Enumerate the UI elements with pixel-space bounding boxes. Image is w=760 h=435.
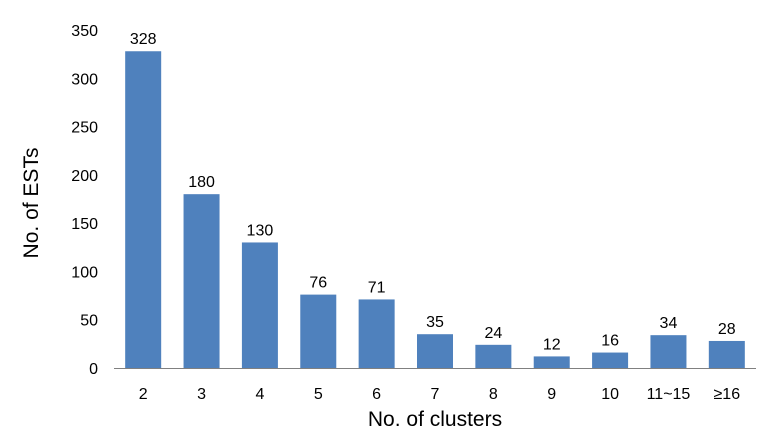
data-label: 35	[426, 314, 444, 331]
y-tick-label: 150	[71, 216, 98, 233]
y-axis-ticks: 0 50 100 150 200 250 300 350	[71, 23, 98, 378]
bar-4	[241, 242, 278, 368]
bar-11~15	[650, 335, 687, 368]
data-label: 12	[543, 336, 561, 353]
bar-8	[475, 344, 512, 368]
x-tick-label: 10	[601, 386, 619, 403]
x-tick-label: 9	[547, 386, 556, 403]
data-labels: 328 180 130 76 71 35 24 12 16 34 28	[130, 31, 736, 353]
y-tick-label: 250	[71, 120, 98, 137]
bar-10	[592, 352, 629, 368]
data-label: 130	[247, 222, 274, 239]
y-tick-label: 350	[71, 23, 98, 40]
y-tick-label: 0	[89, 361, 98, 378]
bar-7	[417, 334, 453, 368]
data-label: 328	[130, 31, 157, 48]
x-tick-label: 7	[431, 386, 440, 403]
x-tick-label: 4	[255, 386, 264, 403]
data-label: 28	[718, 321, 736, 338]
y-tick-label: 200	[71, 168, 98, 185]
data-label: 180	[188, 174, 215, 191]
x-tick-label: 6	[372, 386, 381, 403]
bar-3	[183, 194, 220, 368]
x-axis-ticks: 2 3 4 5 6 7 8 9 10 11~15 ≥16	[139, 386, 740, 403]
y-axis-title: No. of ESTs	[20, 148, 43, 259]
x-tick-label: 11~15	[647, 386, 691, 403]
bar-≥16	[708, 340, 745, 368]
x-tick-label: 8	[489, 386, 498, 403]
x-tick-label: 3	[197, 386, 206, 403]
y-tick-label: 300	[71, 71, 98, 88]
y-tick-label: 50	[80, 313, 98, 330]
y-tick-label: 100	[71, 264, 98, 281]
data-label: 34	[660, 315, 678, 332]
x-tick-label: 5	[314, 386, 323, 403]
bar-9	[533, 356, 570, 368]
bar-5	[300, 294, 337, 368]
x-tick-label: 2	[139, 386, 148, 403]
bar-2	[125, 51, 162, 368]
bars	[125, 51, 745, 368]
data-label: 71	[368, 279, 386, 296]
data-label: 16	[601, 333, 619, 350]
x-axis-title: No. of clusters	[368, 408, 502, 431]
x-tick-label: ≥16	[714, 386, 741, 403]
bar-6	[358, 299, 395, 368]
data-label: 24	[484, 325, 502, 342]
data-label: 76	[309, 275, 327, 292]
